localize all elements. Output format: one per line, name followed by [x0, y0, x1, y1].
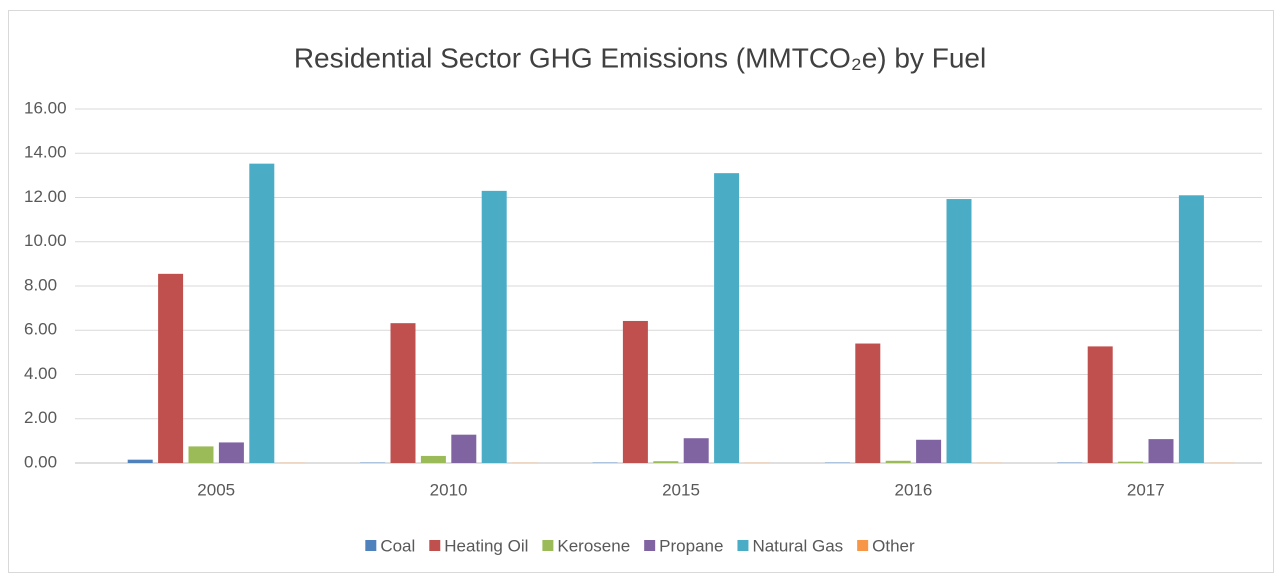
- legend-label: Coal: [380, 536, 415, 555]
- legend-swatch: [737, 540, 749, 551]
- x-tick-label: 2017: [1127, 480, 1165, 499]
- legend-swatch: [542, 540, 554, 551]
- y-tick-label: 8.00: [24, 275, 57, 294]
- x-tick-label: 2010: [430, 480, 468, 499]
- legend-label: Heating Oil: [444, 536, 528, 555]
- bar: [1118, 461, 1144, 463]
- bar: [683, 438, 709, 463]
- legend-swatch: [857, 540, 869, 551]
- x-tick-label: 2005: [197, 480, 235, 499]
- x-tick-label: 2015: [662, 480, 700, 499]
- bar: [855, 343, 881, 463]
- bar: [946, 199, 972, 463]
- legend-swatch: [365, 540, 377, 551]
- y-tick-label: 12.00: [24, 187, 67, 206]
- y-tick-label: 16.00: [24, 98, 67, 117]
- bar: [1148, 439, 1174, 463]
- bar: [481, 190, 507, 464]
- y-tick-label: 2.00: [24, 408, 57, 427]
- legend-label: Kerosene: [557, 536, 630, 555]
- y-tick-label: 6.00: [24, 320, 57, 339]
- bar: [158, 273, 184, 463]
- bar: [390, 323, 416, 463]
- bar: [916, 439, 942, 463]
- bar: [714, 173, 740, 463]
- bar: [218, 442, 244, 463]
- legend-label: Natural Gas: [752, 536, 843, 555]
- chart-border: [8, 10, 1274, 573]
- legend-swatch: [644, 540, 656, 551]
- legend-label: Propane: [659, 536, 723, 555]
- y-tick-label: 10.00: [24, 231, 67, 250]
- legend-swatch: [429, 540, 441, 551]
- bar: [420, 455, 446, 463]
- bar: [188, 446, 214, 463]
- legend-label: Other: [872, 536, 915, 555]
- bar: [249, 163, 275, 463]
- bar: [622, 320, 648, 463]
- y-tick-label: 4.00: [24, 364, 57, 383]
- y-tick-label: 0.00: [24, 452, 57, 471]
- bar: [127, 459, 153, 463]
- bar: [885, 460, 911, 463]
- bar: [653, 461, 679, 463]
- bar: [1087, 346, 1113, 463]
- x-tick-label: 2016: [894, 480, 932, 499]
- bar: [1178, 195, 1204, 463]
- y-tick-label: 14.00: [24, 143, 67, 162]
- chart-title: Residential Sector GHG Emissions (MMTCO₂…: [294, 42, 986, 73]
- bar: [451, 434, 477, 463]
